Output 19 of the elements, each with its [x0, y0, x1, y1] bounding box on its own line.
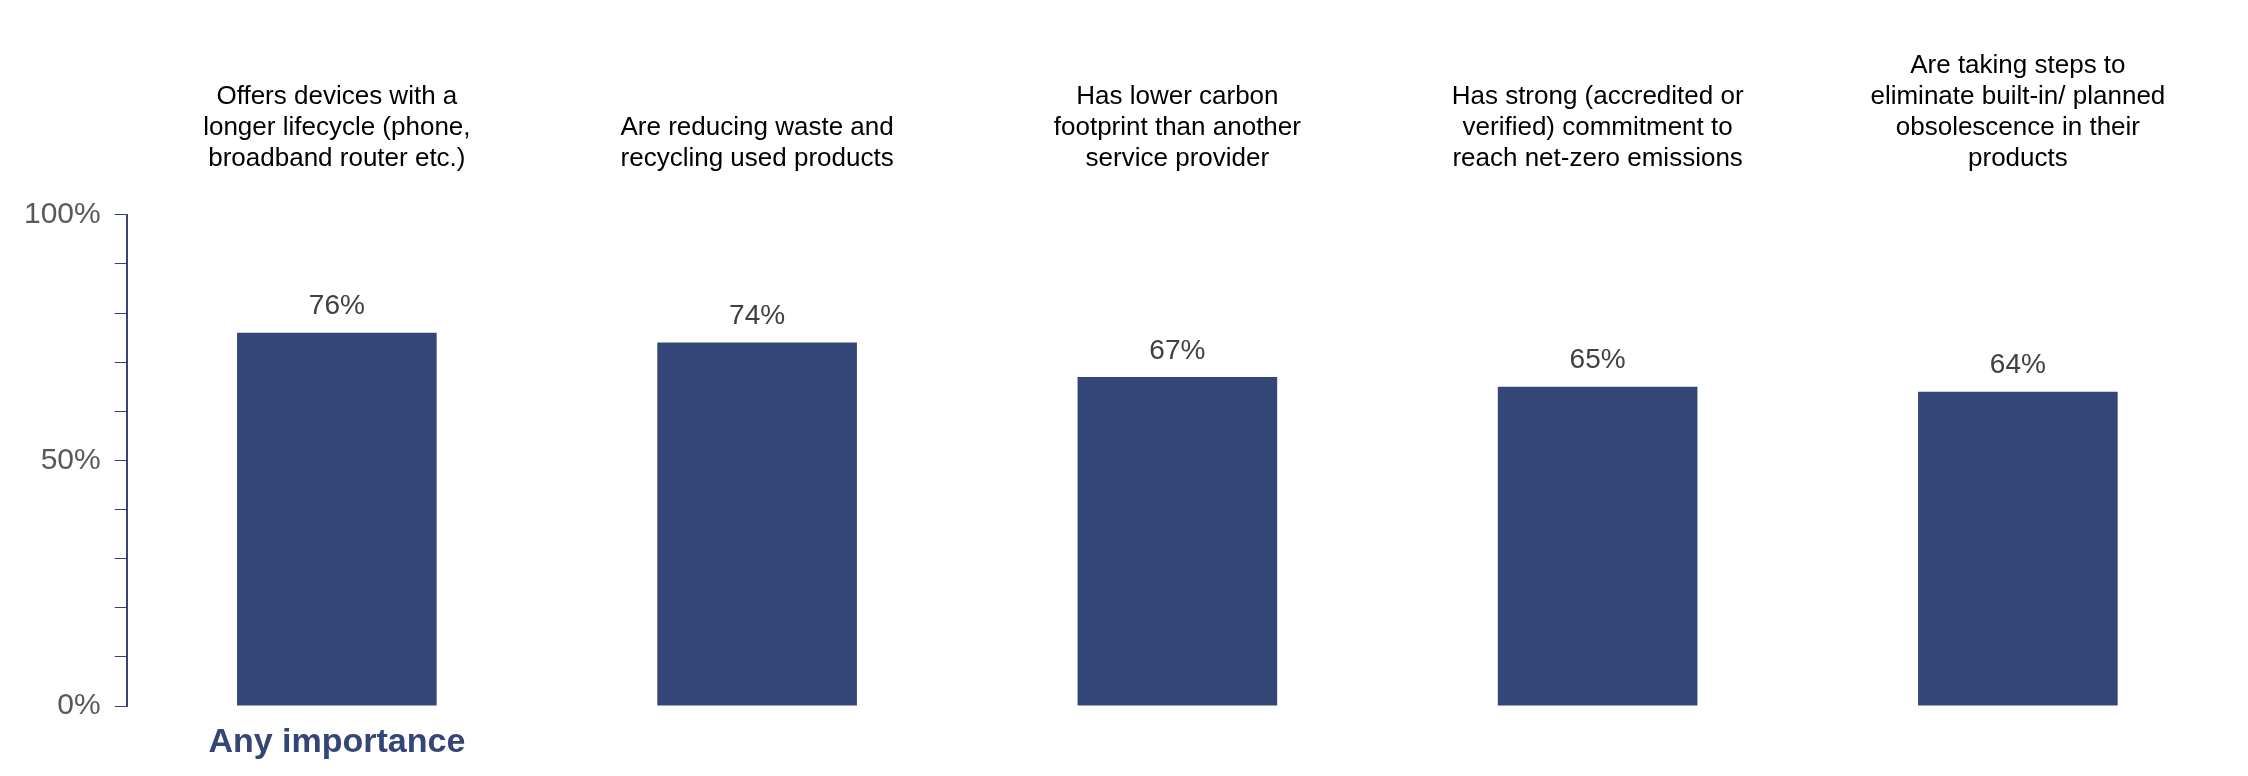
data-label: 64% — [1989, 348, 2046, 380]
data-label: 74% — [729, 299, 786, 331]
data-label: 67% — [1149, 333, 1206, 365]
x-tick-label: Are reducing waste and recycling used products — [620, 111, 894, 173]
text: Any importance — [208, 721, 466, 760]
y-tick-label: 50% — [40, 441, 101, 475]
bar — [237, 332, 437, 706]
bar — [1918, 391, 2118, 706]
y-tick-label: 0% — [57, 687, 101, 721]
data-label: 65% — [1569, 343, 1626, 375]
x-tick-label: Offers devices with a longer lifecycle (phone, broadband router etc.) — [203, 79, 471, 173]
bar — [1077, 376, 1278, 706]
y-tick-label: 100% — [23, 196, 101, 230]
x-tick-label: Has lower carbon footprint than another service provider — [1053, 79, 1302, 173]
x-tick-label: Has strong (accredited or verified) commitment to reach net-zero emissions — [1451, 79, 1744, 173]
bar — [1497, 386, 1698, 706]
x-tick-label: Are taking steps to eliminate built-in/ planned obsolescence in their products — [1870, 48, 2166, 173]
data-label: 76% — [308, 289, 365, 321]
bar — [657, 342, 857, 706]
